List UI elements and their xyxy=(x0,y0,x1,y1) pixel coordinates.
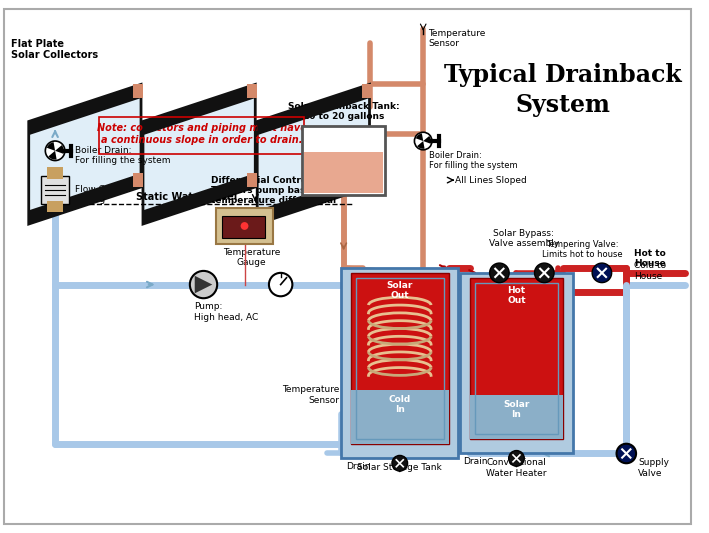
Bar xyxy=(351,273,449,444)
Bar xyxy=(247,173,257,187)
Circle shape xyxy=(415,132,432,150)
Polygon shape xyxy=(143,84,255,224)
Bar xyxy=(362,173,372,187)
Polygon shape xyxy=(143,173,255,224)
Text: Temperature
Gauge: Temperature Gauge xyxy=(223,248,280,267)
Text: Solar
Out: Solar Out xyxy=(386,281,413,300)
Text: Pump:
High head, AC: Pump: High head, AC xyxy=(194,302,258,321)
Wedge shape xyxy=(47,142,55,151)
Text: Boiler Drain:
For filling the system: Boiler Drain: For filling the system xyxy=(429,151,518,170)
Text: Hot to
House: Hot to House xyxy=(634,248,666,268)
Bar xyxy=(48,200,63,212)
Text: Boiler Drain:
For filling the system: Boiler Drain: For filling the system xyxy=(74,146,170,165)
Bar xyxy=(302,126,385,195)
Text: Drain: Drain xyxy=(346,462,371,471)
Bar xyxy=(216,208,273,244)
Circle shape xyxy=(508,450,524,466)
Text: Supply
Valve: Supply Valve xyxy=(638,458,669,478)
Polygon shape xyxy=(143,84,255,135)
Polygon shape xyxy=(257,84,369,135)
Circle shape xyxy=(535,263,554,282)
Polygon shape xyxy=(195,276,212,293)
Text: Flow Gauge:
Analog: Flow Gauge: Analog xyxy=(74,185,130,204)
Text: Hot
Out: Hot Out xyxy=(507,286,526,305)
Bar xyxy=(304,152,383,193)
Circle shape xyxy=(240,222,248,230)
Bar xyxy=(475,282,558,434)
Circle shape xyxy=(269,273,292,296)
Bar xyxy=(247,84,257,98)
Text: Solar Bypass:
Valve assembly: Solar Bypass: Valve assembly xyxy=(489,229,559,248)
Bar xyxy=(470,278,563,439)
Text: Solar
In: Solar In xyxy=(503,400,530,419)
Text: Temperature
Sensor: Temperature Sensor xyxy=(428,29,486,48)
Bar xyxy=(48,167,63,179)
Circle shape xyxy=(45,141,65,160)
Text: Temperature
Sensor: Temperature Sensor xyxy=(282,385,339,405)
Text: Note: collectors and piping must have
a continuous slope in order to drain.: Note: collectors and piping must have a … xyxy=(96,124,306,145)
Text: Typical Drainback: Typical Drainback xyxy=(444,63,682,87)
Polygon shape xyxy=(257,173,369,224)
Bar xyxy=(341,268,458,458)
Text: Drain: Drain xyxy=(463,457,487,466)
Bar xyxy=(133,84,143,98)
Bar xyxy=(99,117,304,154)
Wedge shape xyxy=(417,141,425,149)
Bar xyxy=(470,395,563,439)
Polygon shape xyxy=(29,84,141,135)
Text: Cold to
House: Cold to House xyxy=(634,261,666,281)
Circle shape xyxy=(490,263,509,282)
Text: Tempering Valve:
Limits hot to house: Tempering Valve: Limits hot to house xyxy=(542,240,623,259)
Circle shape xyxy=(592,263,612,282)
Text: Flat Plate
Solar Collectors: Flat Plate Solar Collectors xyxy=(11,38,99,60)
Wedge shape xyxy=(55,145,64,154)
Text: All Lines Sloped: All Lines Sloped xyxy=(455,175,527,184)
Bar xyxy=(222,216,265,238)
Wedge shape xyxy=(416,133,423,141)
Text: System: System xyxy=(515,93,610,117)
Text: Differential Control:
Triggers pump based on
temperature differential: Differential Control: Triggers pump base… xyxy=(211,176,337,206)
Bar xyxy=(351,390,449,444)
Wedge shape xyxy=(423,136,431,144)
Text: Solar Storage Tank: Solar Storage Tank xyxy=(357,463,442,472)
Polygon shape xyxy=(29,84,141,224)
Bar xyxy=(356,278,444,439)
Text: Conventional
Water Heater: Conventional Water Heater xyxy=(486,458,547,478)
Circle shape xyxy=(190,271,217,298)
Text: Solar Drainback Tank:
10 to 20 gallons: Solar Drainback Tank: 10 to 20 gallons xyxy=(288,102,399,122)
Bar xyxy=(41,176,69,204)
Bar xyxy=(460,273,573,454)
Bar xyxy=(362,84,372,98)
Circle shape xyxy=(392,455,408,471)
Text: Cold
In: Cold In xyxy=(389,395,411,414)
Polygon shape xyxy=(257,84,369,224)
Circle shape xyxy=(617,444,636,463)
Wedge shape xyxy=(48,151,57,159)
Polygon shape xyxy=(29,173,141,224)
Bar xyxy=(133,173,143,187)
Text: Static Water Level: Static Water Level xyxy=(136,191,238,201)
